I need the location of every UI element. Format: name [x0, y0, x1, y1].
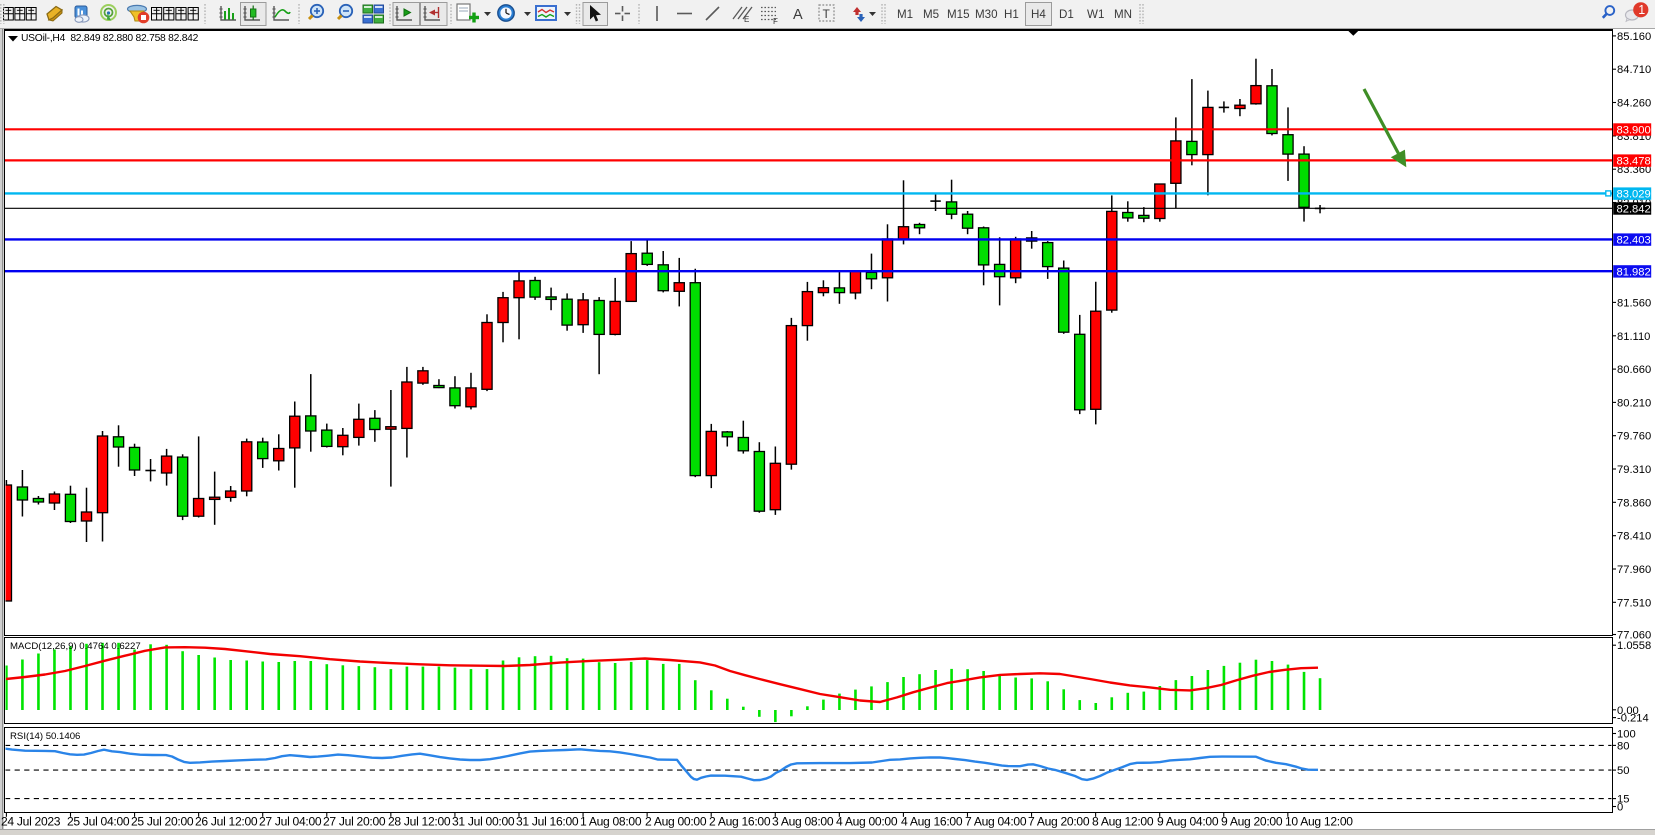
svg-text:0.00: 0.00	[1617, 705, 1639, 717]
svg-text:100: 100	[1617, 729, 1636, 741]
svg-text:24 Jul 2023: 24 Jul 2023	[1, 815, 61, 829]
svg-text:F: F	[773, 17, 778, 26]
svg-text:M15: M15	[947, 8, 970, 21]
svg-text:80.660: 80.660	[1617, 364, 1651, 376]
svg-text:28 Jul 12:00: 28 Jul 12:00	[388, 815, 451, 829]
svg-text:83.900: 83.900	[1617, 125, 1651, 137]
svg-text:W1: W1	[1087, 8, 1104, 21]
svg-text:80: 80	[1617, 740, 1629, 752]
svg-text:2 Aug 00:00: 2 Aug 00:00	[645, 815, 707, 829]
svg-text:15: 15	[1617, 794, 1629, 806]
svg-text:H1: H1	[1004, 8, 1019, 21]
svg-text:9 Aug 20:00: 9 Aug 20:00	[1221, 815, 1283, 829]
svg-text:84.260: 84.260	[1617, 98, 1651, 110]
svg-text:81.110: 81.110	[1617, 331, 1650, 343]
svg-text:78.410: 78.410	[1617, 531, 1651, 543]
svg-text:H4: H4	[1031, 8, 1046, 21]
svg-text:77.060: 77.060	[1617, 630, 1651, 642]
svg-text:4 Aug 00:00: 4 Aug 00:00	[836, 815, 898, 829]
svg-text:31 Jul 00:00: 31 Jul 00:00	[452, 815, 515, 829]
svg-text:7 Aug 04:00: 7 Aug 04:00	[965, 815, 1027, 829]
svg-text:0: 0	[1617, 802, 1623, 814]
svg-text:M30: M30	[975, 8, 998, 21]
svg-text:26 Jul 12:00: 26 Jul 12:00	[195, 815, 258, 829]
svg-text:79.760: 79.760	[1617, 431, 1651, 443]
svg-text:-0.214: -0.214	[1617, 713, 1649, 725]
svg-text:27 Jul 20:00: 27 Jul 20:00	[323, 815, 386, 829]
svg-text:1.0558: 1.0558	[1617, 640, 1651, 652]
svg-text:77.510: 77.510	[1617, 597, 1651, 609]
svg-text:3 Aug 08:00: 3 Aug 08:00	[772, 815, 834, 829]
svg-text:RSI(14) 50.1406: RSI(14) 50.1406	[10, 731, 80, 742]
svg-text:2 Aug 16:00: 2 Aug 16:00	[709, 815, 771, 829]
svg-text:80.210: 80.210	[1617, 397, 1651, 409]
svg-text:9 Aug 04:00: 9 Aug 04:00	[1157, 815, 1219, 829]
svg-text:USOil-,H4 82.849 82.880 82.75: USOil-,H4 82.849 82.880 82.758 82.842	[21, 33, 199, 44]
svg-text:M5: M5	[923, 8, 939, 21]
svg-text:25 Jul 20:00: 25 Jul 20:00	[131, 815, 194, 829]
svg-text:83.478: 83.478	[1617, 156, 1651, 168]
svg-text:85.160: 85.160	[1617, 31, 1651, 43]
svg-text:83.360: 83.360	[1617, 164, 1651, 176]
svg-text:27 Jul 04:00: 27 Jul 04:00	[259, 815, 322, 829]
svg-text:4 Aug 16:00: 4 Aug 16:00	[901, 815, 963, 829]
svg-text:T: T	[823, 7, 831, 21]
svg-text:78.860: 78.860	[1617, 497, 1651, 509]
svg-text:84.710: 84.710	[1617, 64, 1651, 76]
svg-text:50: 50	[1617, 765, 1629, 777]
svg-text:79.310: 79.310	[1617, 464, 1651, 476]
svg-text:A: A	[793, 7, 803, 23]
svg-text:7 Aug 20:00: 7 Aug 20:00	[1028, 815, 1090, 829]
svg-text:83.029: 83.029	[1617, 189, 1651, 201]
svg-text:31 Jul 16:00: 31 Jul 16:00	[516, 815, 579, 829]
svg-text:MACD(12,26,9) 0.4764 0.6227: MACD(12,26,9) 0.4764 0.6227	[10, 641, 141, 652]
svg-text:8 Aug 12:00: 8 Aug 12:00	[1092, 815, 1154, 829]
svg-text:81.560: 81.560	[1617, 297, 1651, 309]
svg-text:1 Aug 08:00: 1 Aug 08:00	[580, 815, 642, 829]
svg-text:D1: D1	[1059, 8, 1074, 21]
svg-text:82.842: 82.842	[1617, 204, 1651, 216]
svg-text:77.960: 77.960	[1617, 564, 1651, 576]
svg-text:81.982: 81.982	[1617, 266, 1651, 278]
svg-text:M1: M1	[897, 8, 913, 21]
svg-text:MN: MN	[1114, 8, 1132, 21]
svg-text:82.403: 82.403	[1617, 235, 1651, 247]
svg-text:25 Jul 04:00: 25 Jul 04:00	[67, 815, 130, 829]
svg-text:E: E	[744, 15, 749, 24]
svg-text:1: 1	[1638, 3, 1645, 17]
svg-text:10 Aug 12:00: 10 Aug 12:00	[1285, 815, 1353, 829]
